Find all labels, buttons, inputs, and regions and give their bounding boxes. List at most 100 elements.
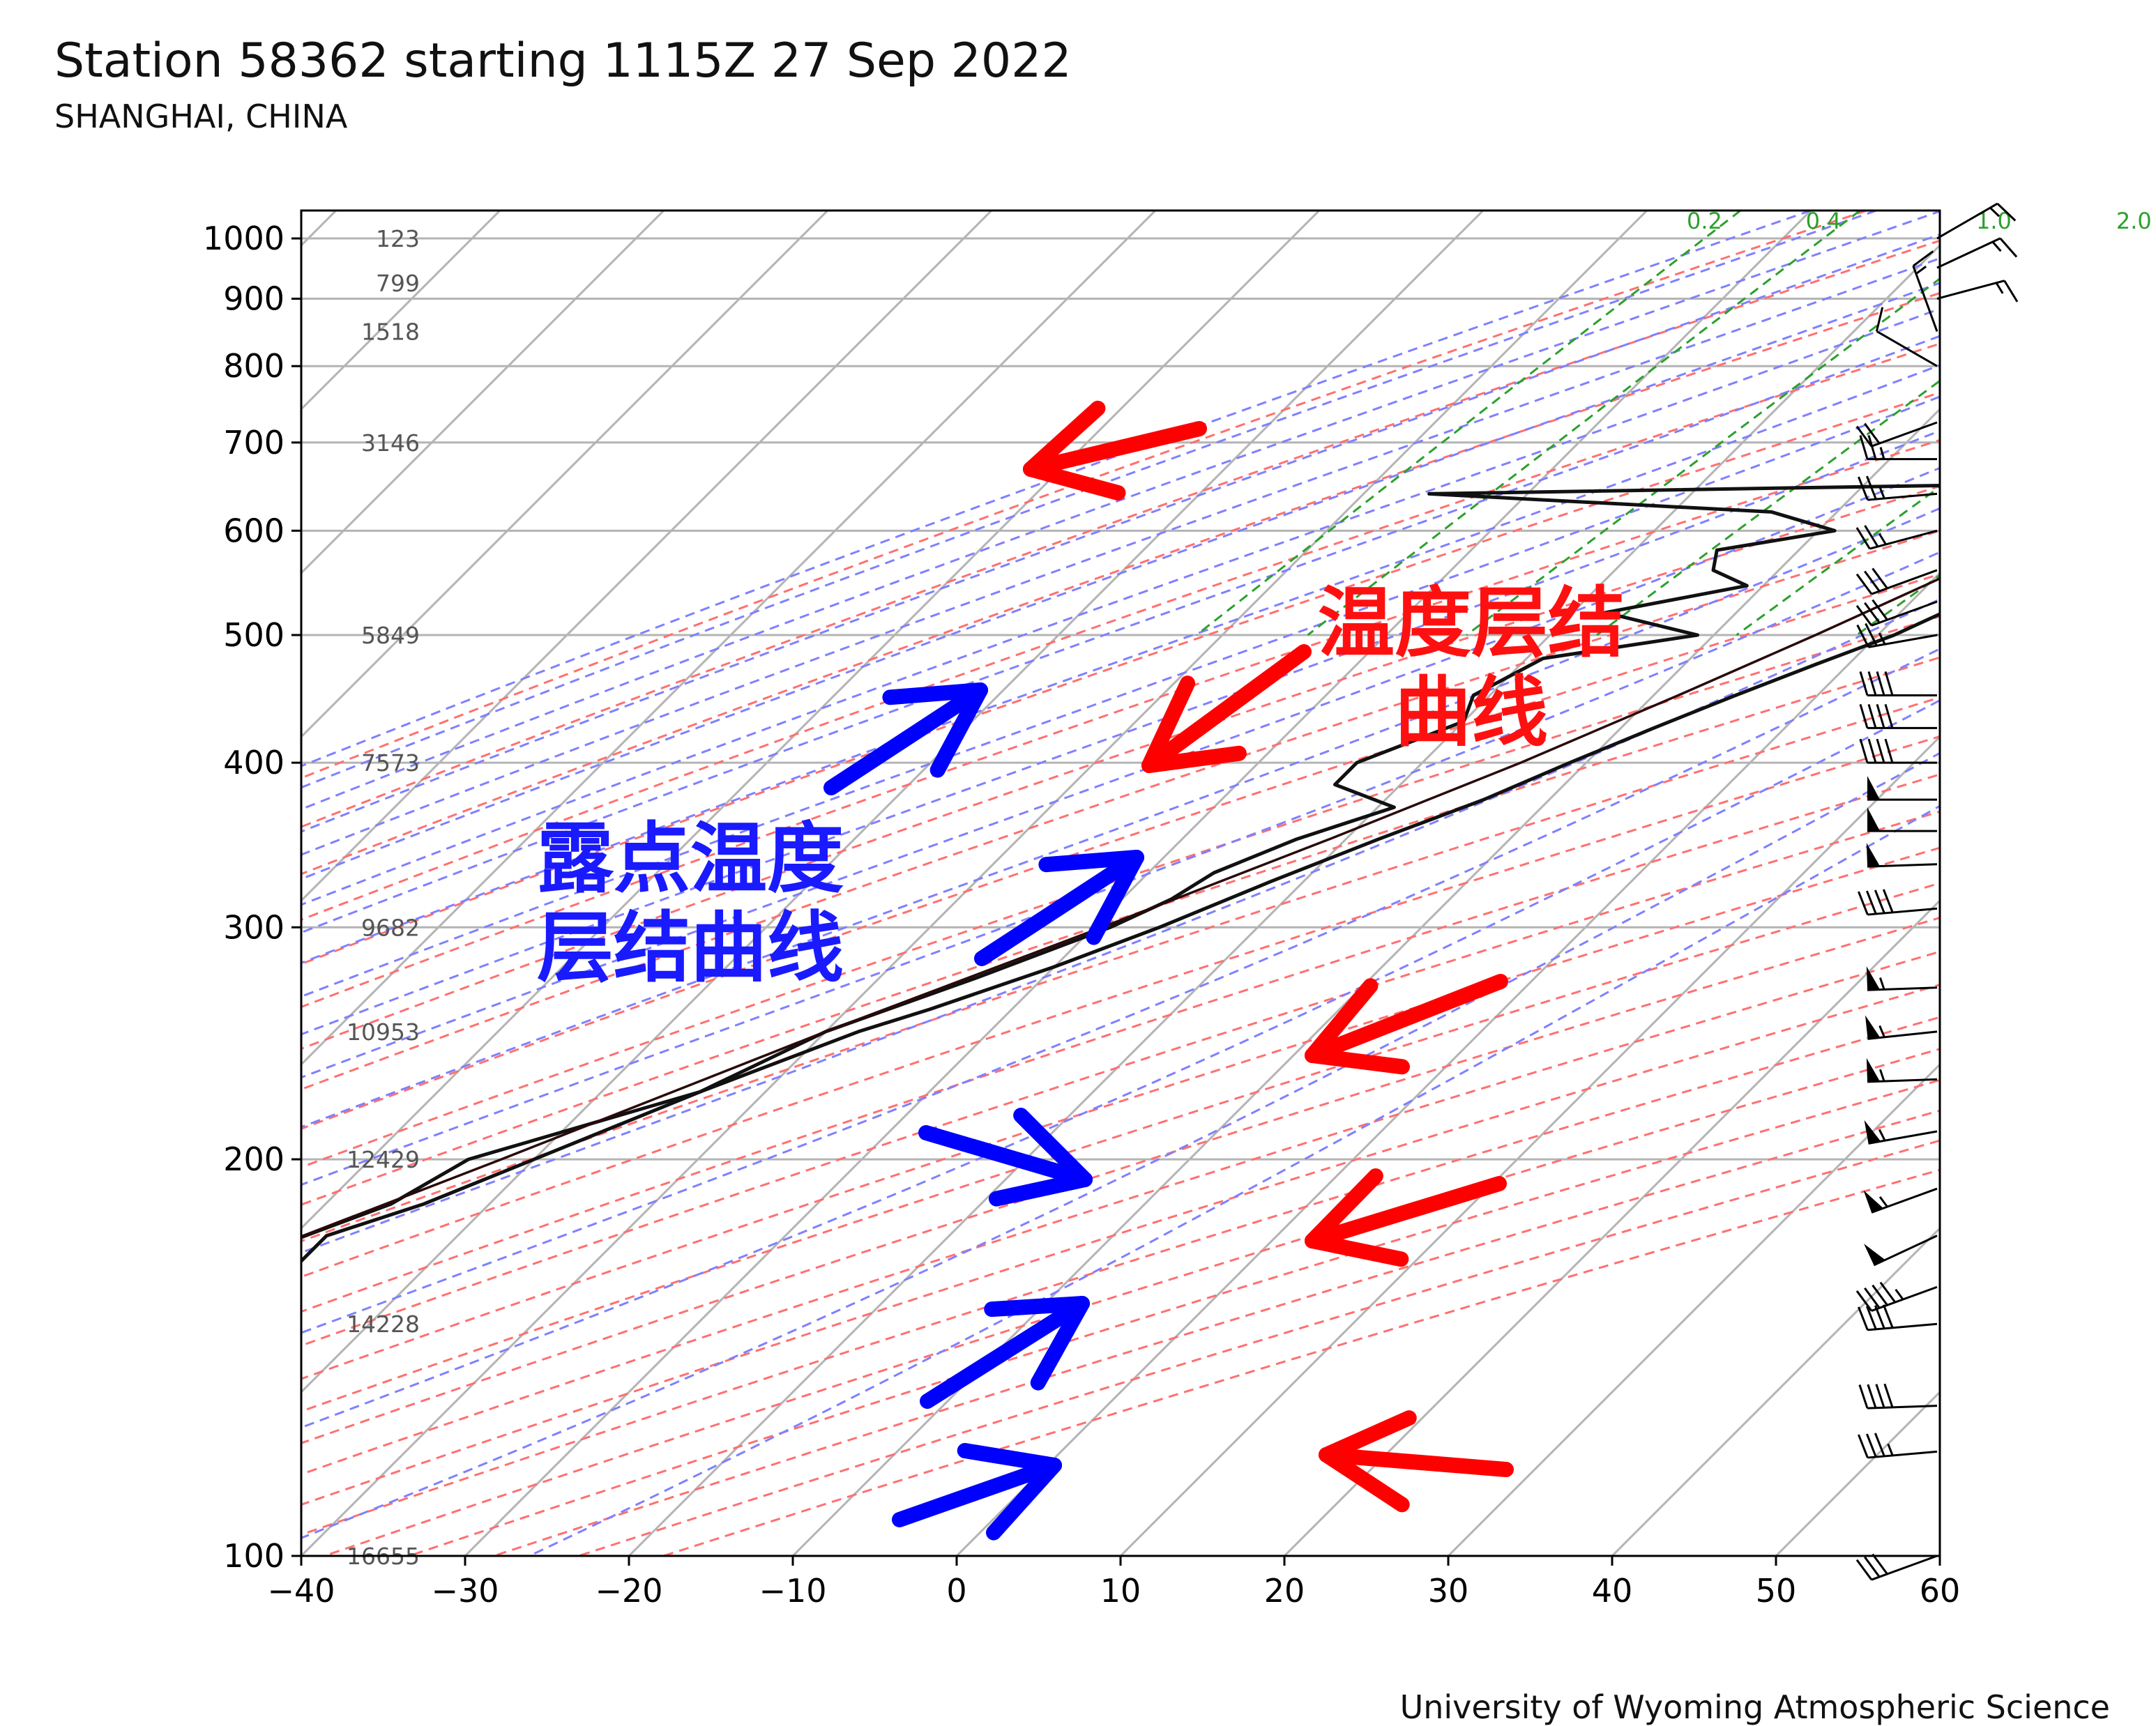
- x-tick-label: −10: [759, 1572, 826, 1610]
- wind-barbs: [1857, 204, 2017, 1580]
- dry-adiabat-line: [0, 211, 1867, 1556]
- barb-half: [1880, 1025, 1885, 1037]
- barb-shaft: [1867, 1324, 1937, 1330]
- annotation-line: 层结曲线: [537, 903, 844, 993]
- wind-barb: [1937, 238, 2017, 268]
- temperature-arrow: [1326, 1418, 1506, 1504]
- barb-full: [1913, 251, 1934, 266]
- dry-adiabat-line: [0, 211, 2156, 1556]
- arrow-head: [1046, 857, 1137, 864]
- barb-full: [1876, 307, 1882, 331]
- wind-barb: [1865, 1120, 1937, 1143]
- barb-full: [1858, 892, 1867, 915]
- x-tick-label: 10: [1100, 1572, 1141, 1610]
- barb-shaft: [1867, 1406, 1937, 1408]
- moist-adiabat-lines: [0, 211, 2156, 1556]
- height-label: 12429: [347, 1146, 420, 1173]
- barb-half: [1880, 1197, 1888, 1207]
- moist-adiabat-line: [0, 211, 2156, 1556]
- dewpoint-profile: [261, 222, 2156, 1252]
- arrow-head: [1326, 1418, 1409, 1455]
- barb-full: [1883, 1305, 1892, 1328]
- barb-flag: [1867, 843, 1880, 866]
- barb-full: [1885, 1384, 1892, 1407]
- wind-barb: [1860, 704, 1937, 728]
- isotherm-lines: [0, 211, 2156, 1556]
- barb-full: [2005, 281, 2017, 302]
- wind-barb: [1860, 671, 1937, 695]
- barb-flag: [1865, 1016, 1880, 1039]
- isotherm-line: [0, 211, 8, 1556]
- y-tick-label: 400: [223, 744, 284, 781]
- height-label: 123: [376, 225, 420, 252]
- moist-adiabat-line: [0, 211, 2156, 1556]
- dewpoint-arrow: [926, 1115, 1085, 1199]
- barb-full: [1877, 671, 1884, 695]
- barb-full: [1885, 671, 1892, 695]
- barb-full: [1869, 436, 1876, 459]
- barb-shaft: [1872, 570, 1937, 594]
- height-label: 799: [376, 270, 420, 297]
- annotation-line: 曲线: [1318, 668, 1625, 757]
- dry-adiabat-lines: [0, 211, 2156, 1556]
- arrow-head: [996, 1179, 1085, 1199]
- y-tick-label: 700: [223, 424, 284, 461]
- dry-adiabat-line: [0, 211, 2156, 1556]
- x-tick-label: 40: [1592, 1572, 1633, 1610]
- dry-adiabat-line: [0, 211, 2156, 1556]
- x-tick-label: −30: [431, 1572, 499, 1610]
- moist-adiabat-line: [0, 211, 2156, 1556]
- barb-full: [2001, 238, 2017, 257]
- barb-flag: [1865, 1120, 1881, 1143]
- barb-flag: [1867, 966, 1880, 990]
- x-tick-label: 50: [1756, 1572, 1797, 1610]
- barb-half: [1888, 1444, 1892, 1455]
- annotation-line: 温度层结: [1318, 579, 1625, 668]
- barb-half: [1879, 1129, 1885, 1140]
- wind-barb: [1913, 251, 1937, 331]
- height-label: 3146: [361, 429, 420, 457]
- barb-flag: [1867, 776, 1880, 800]
- y-tick-label: 100: [223, 1537, 284, 1575]
- isotherm-line: [1776, 211, 2156, 1556]
- wind-barb: [1864, 1236, 1937, 1265]
- arrow-head: [992, 1304, 1082, 1309]
- wind-barb: [1858, 889, 1937, 915]
- y-tick-label: 600: [223, 512, 284, 549]
- isotherm-line: [1284, 211, 2156, 1556]
- barb-shaft: [1872, 1189, 1937, 1212]
- dewpoint-arrow: [831, 690, 980, 788]
- dry-adiabat-line: [0, 211, 2156, 1556]
- height-label: 1518: [361, 318, 420, 345]
- barb-full: [1860, 704, 1867, 728]
- moist-adiabat-line: [0, 211, 2156, 1556]
- x-tick-label: −20: [595, 1572, 662, 1610]
- barb-full: [1876, 1384, 1884, 1408]
- barb-full: [1869, 704, 1876, 728]
- y-tick-label: 500: [223, 616, 284, 654]
- mixing-ratio-line: [1937, 211, 2156, 635]
- dry-adiabat-line: [664, 211, 2156, 1556]
- moist-adiabat-line: [0, 211, 2156, 1556]
- wind-barb: [1867, 843, 1937, 866]
- height-label: 14228: [347, 1311, 420, 1338]
- dry-adiabat-line: [70, 211, 2156, 1556]
- temperature-arrow: [1149, 652, 1304, 765]
- dry-adiabat-line: [0, 211, 2156, 1556]
- dry-adiabat-line: [0, 211, 2156, 1556]
- wind-barb: [1867, 966, 1937, 990]
- y-tick-label: 900: [223, 280, 284, 318]
- y-tick-label: 300: [223, 908, 284, 946]
- barb-full: [1858, 1307, 1867, 1330]
- x-tick-label: 20: [1264, 1572, 1305, 1610]
- credit-text: University of Wyoming Atmospheric Scienc…: [1400, 1688, 2110, 1726]
- arrow-head: [965, 1451, 1054, 1465]
- barb-flag: [1867, 1058, 1880, 1082]
- barb-shaft: [1937, 281, 2005, 299]
- wind-barb: [1858, 1433, 1937, 1458]
- mixing-ratio-label: 0.2: [1687, 208, 1722, 234]
- isotherm-line: [0, 211, 172, 1556]
- barb-half: [1879, 534, 1885, 544]
- annotation-arrows: [831, 408, 1506, 1533]
